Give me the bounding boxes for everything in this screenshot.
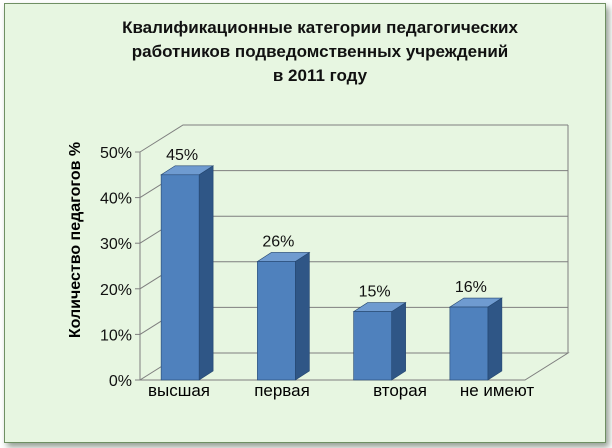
data-label: 16% (455, 279, 487, 296)
y-tick-label: 10% (100, 327, 132, 344)
y-tick-label: 30% (100, 236, 132, 253)
x-tick-label: вторая (373, 381, 427, 400)
x-tick-label: первая (254, 381, 310, 400)
bar-side (295, 251, 310, 381)
chart-title: Квалификационные категории педагогически… (40, 16, 600, 88)
data-label: 15% (359, 284, 391, 301)
chart-title-line-1: Квалификационные категории педагогически… (122, 18, 518, 37)
y-tick-label: 0% (109, 373, 132, 390)
x-tick-label: высшая (148, 381, 210, 400)
y-tick-label: 40% (100, 191, 132, 208)
data-label: 26% (262, 233, 294, 250)
y-tick-label: 50% (100, 145, 132, 162)
bar-side (391, 302, 406, 381)
bar (449, 306, 489, 381)
chart-title-line-2: работников подведомственных учреждений (131, 42, 509, 61)
bar (160, 174, 200, 381)
chart-title-line-3: в 2011 году (272, 66, 368, 85)
bar-side (487, 297, 503, 381)
y-tick-label: 20% (100, 282, 132, 299)
bar (353, 311, 392, 381)
bar-side (198, 165, 214, 381)
data-label: 45% (166, 147, 198, 164)
gridline (139, 124, 568, 153)
x-tick-label: не имеют (460, 381, 535, 400)
bar (257, 261, 296, 381)
